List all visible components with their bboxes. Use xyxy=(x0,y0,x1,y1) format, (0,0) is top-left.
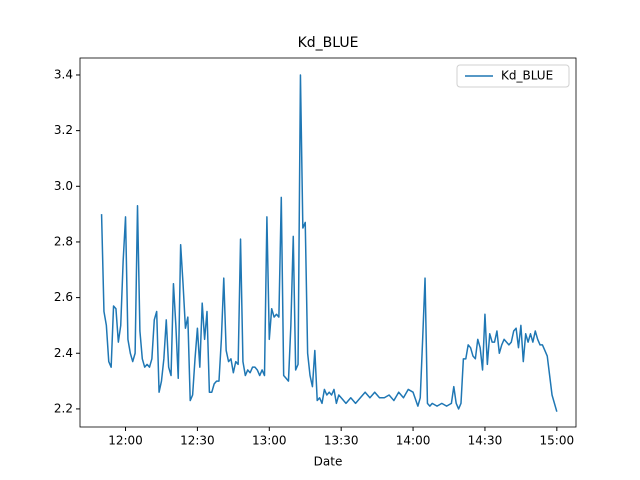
x-tick-label: 13:00 xyxy=(252,434,287,448)
y-tick-label: 3.2 xyxy=(54,123,73,137)
y-tick-label: 2.2 xyxy=(54,401,73,415)
data-line xyxy=(100,74,558,412)
y-tick-label: 2.4 xyxy=(54,346,73,360)
x-tick-label: 15:00 xyxy=(540,434,575,448)
x-tick-label: 13:30 xyxy=(324,434,359,448)
plot-frame xyxy=(79,57,577,428)
x-tick-label: 14:00 xyxy=(396,434,431,448)
legend-label: Kd_BLUE xyxy=(501,69,553,83)
legend-box xyxy=(456,64,570,88)
x-axis-label: Date xyxy=(314,455,343,469)
y-tick-label: 2.8 xyxy=(54,234,73,248)
x-tick-label: 12:30 xyxy=(180,434,215,448)
x-tick-label: 14:30 xyxy=(468,434,503,448)
y-tick-label: 3.0 xyxy=(54,179,73,193)
chart-title: Kd_BLUE xyxy=(298,35,359,51)
x-tick-label: 12:00 xyxy=(108,434,143,448)
y-tick-label: 3.4 xyxy=(54,67,73,81)
y-tick-label: 2.6 xyxy=(54,290,73,304)
